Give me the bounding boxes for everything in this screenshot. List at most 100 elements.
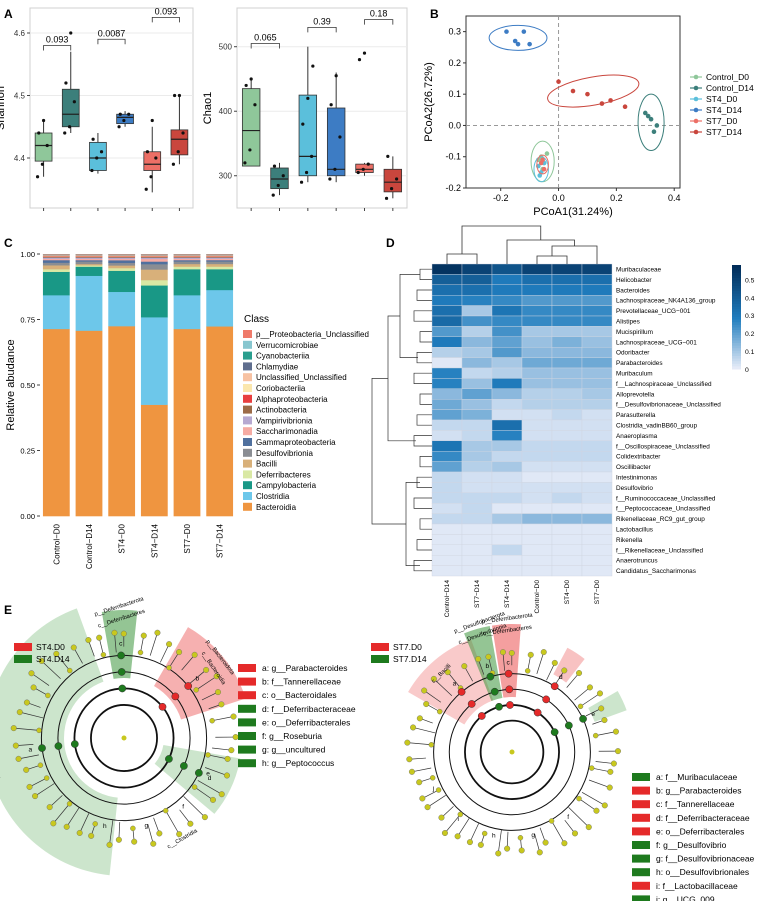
heat-cell: [581, 503, 613, 514]
leaf-node: [408, 768, 415, 775]
key-label: d: f__Deferribacteraceae: [262, 704, 356, 714]
stacked-bar-chart: 0.00 0.25 0.50 0.75 1.00 Relative abudance Con…: [5, 250, 369, 569]
heat-cell: [491, 409, 523, 421]
heat-cell: [581, 399, 613, 410]
data-point: [64, 81, 68, 85]
point-ST7_D0: [540, 157, 545, 163]
comparison-bracket: [250, 43, 280, 49]
row-dendrogram: [387, 315, 416, 442]
legend-swatch: [243, 427, 252, 436]
legend-label: Alphaproteobacteria: [256, 395, 328, 404]
key-swatch: [632, 868, 650, 877]
leaf-node: [551, 659, 558, 666]
node-letter: g: [144, 822, 148, 829]
row-label: Prevotellaceae_UCG−001: [616, 308, 691, 315]
heat-cell: [491, 263, 523, 275]
x-tick-label: 0.4: [668, 193, 681, 203]
y-tick-label: 4.5: [14, 92, 26, 101]
biomarker-node: [467, 700, 476, 708]
comparison-bracket: [97, 38, 126, 45]
node-letter: c: [506, 659, 510, 666]
row-dendrogram: [399, 274, 420, 358]
tree-branch: [427, 795, 446, 808]
bar-segment-Coriobacteriia: [173, 255, 201, 257]
heat-cell: [521, 315, 553, 327]
leaf-node: [499, 649, 506, 656]
y-tick-label: 400: [219, 107, 233, 116]
inner-node: [92, 821, 98, 827]
y-tick-label: 1.00: [20, 250, 35, 259]
heat-cell: [581, 461, 613, 473]
leaf-node: [176, 831, 183, 838]
colorbar-step: [732, 309, 741, 313]
inner-node: [428, 742, 435, 748]
colorbar-step: [732, 291, 741, 295]
heat-cell: [581, 347, 613, 358]
panel-label-d: D: [386, 236, 395, 250]
legend-label: Bacteroidia: [256, 503, 297, 512]
heat-cell: [491, 430, 523, 441]
legend-label: ST7_D0: [706, 116, 737, 126]
heat-cell: [491, 440, 523, 452]
heat-cell: [581, 263, 613, 275]
colorbar-step: [732, 288, 741, 292]
heat-cell: [521, 409, 553, 421]
heat-cell: [461, 544, 493, 556]
row-label: Anaerotruncus: [616, 558, 658, 565]
y-tick-label: 4.6: [14, 29, 26, 38]
inner-node: [205, 752, 211, 758]
heat-cell: [431, 378, 463, 389]
leaf-node: [416, 715, 423, 722]
heat-cell: [491, 461, 523, 473]
biomarker-node: [490, 687, 499, 696]
y-axis-label: Relative abudance: [5, 339, 17, 430]
heat-cell: [551, 523, 583, 535]
tree-branch: [422, 789, 439, 799]
data-point: [281, 174, 285, 178]
colorbar-step: [732, 317, 741, 321]
data-point: [248, 148, 252, 152]
bar-segment-p__Proteobacteria_Unclassified: [108, 254, 136, 255]
legend-marker: [693, 96, 699, 102]
y-tick-label: 0.0: [448, 120, 461, 130]
leaf-node: [201, 814, 208, 821]
bar-segment-Desulfovibrionia: [75, 261, 103, 265]
bar-segment-Desulfovibrionia: [42, 262, 70, 266]
heat-cell: [581, 378, 613, 389]
bar-segment-Campylobacteria: [173, 269, 201, 296]
tree-branch: [18, 754, 39, 760]
key-swatch: [238, 745, 256, 754]
key-label: g: f__Desulfovibrionaceae: [656, 854, 755, 864]
heat-cell: [521, 471, 553, 483]
legend-marker: [693, 85, 699, 91]
biomarker-node: [550, 682, 559, 691]
heat-cell: [551, 284, 583, 296]
heat-cell: [461, 534, 493, 546]
bar-segment-Coriobacteriia: [108, 255, 136, 257]
tree-branch: [444, 814, 461, 834]
bar-segment-Campylobacteria: [42, 271, 70, 296]
point-ST7_D14: [585, 91, 590, 97]
heat-cell: [521, 430, 553, 441]
bar-segment-Saccharimonadia: [140, 258, 168, 262]
bar-segment-Vampirivibrionia: [42, 257, 70, 259]
legend-swatch: [371, 643, 389, 651]
y-tick-label: 300: [219, 172, 233, 181]
node-letter: d: [559, 674, 563, 681]
cladogram-left: abcdefghp__Deferribacterotac__Deferribac…: [0, 596, 356, 876]
heat-cell: [461, 347, 493, 358]
row-dendrogram: [416, 539, 432, 551]
tree-branch: [204, 767, 228, 776]
heat-cell: [581, 357, 613, 369]
legend-label: Cyanobacteriia: [256, 352, 310, 361]
leaf-node: [571, 830, 578, 837]
legend-swatch: [243, 362, 252, 371]
point-Control_D14: [654, 123, 660, 128]
heat-cell: [491, 399, 523, 410]
tree-branch: [73, 647, 83, 664]
heat-cell: [521, 305, 553, 317]
heat-cell: [491, 555, 523, 566]
tree-branch: [149, 632, 158, 656]
point-Control_D14: [642, 110, 648, 116]
bar-segment-Coriobacteriia: [140, 255, 168, 257]
